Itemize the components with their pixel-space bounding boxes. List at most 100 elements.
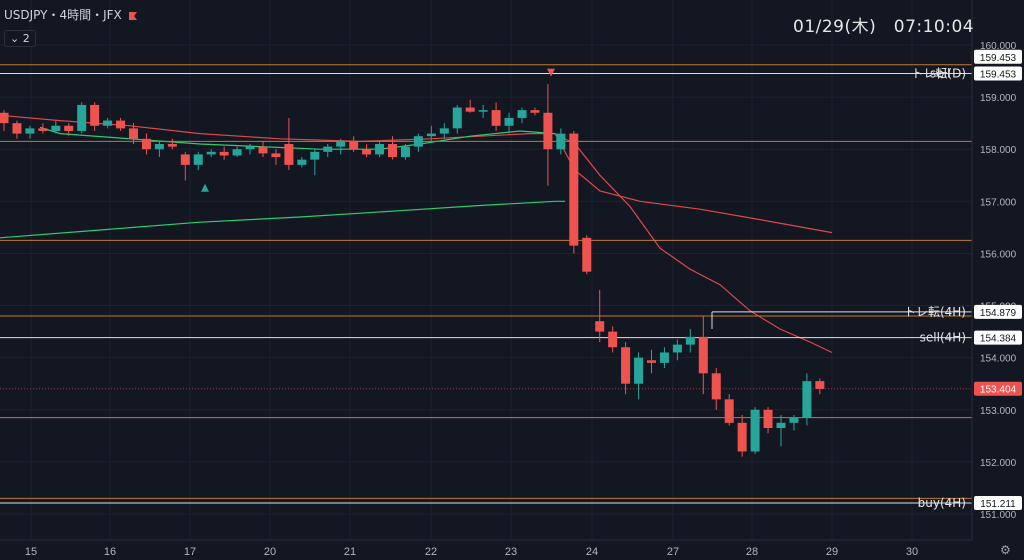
symbol-title[interactable]: USDJPY・4時間・JFX bbox=[4, 8, 122, 22]
time-tick-label: 17 bbox=[184, 546, 196, 558]
price-badge bbox=[974, 66, 1022, 81]
candle-body bbox=[504, 117, 514, 126]
candle-body bbox=[724, 399, 734, 423]
price-badge-text: 154.879 bbox=[980, 308, 1017, 319]
indicator-collapse-button[interactable]: ⌄ 2 bbox=[4, 30, 36, 47]
candle-body bbox=[193, 154, 203, 165]
price-badge-text: 153.404 bbox=[980, 385, 1017, 396]
candle-body bbox=[439, 128, 449, 134]
price-badge-text: 159.453 bbox=[980, 70, 1017, 81]
time-axis bbox=[0, 540, 1024, 560]
sell-signal-icon bbox=[547, 68, 555, 77]
candle-body bbox=[258, 146, 268, 154]
candle-body bbox=[310, 151, 320, 160]
candle-body bbox=[478, 110, 488, 112]
candle-body bbox=[336, 141, 346, 147]
ma-fast-line bbox=[39, 126, 556, 150]
candle-body bbox=[284, 144, 294, 165]
time-tick-label: 30 bbox=[906, 546, 918, 558]
candle-body bbox=[815, 381, 825, 389]
candle-body bbox=[543, 112, 553, 150]
candle-body bbox=[77, 104, 87, 131]
clock-display: 01/29(木) 07:10:04 bbox=[793, 17, 975, 37]
candle-body bbox=[802, 381, 812, 418]
settings-gear-icon[interactable]: ⚙ bbox=[1000, 543, 1011, 557]
ma-slow-line bbox=[0, 114, 833, 234]
candle-body bbox=[219, 151, 229, 156]
candle-body bbox=[647, 360, 656, 363]
price-badge bbox=[974, 49, 1022, 64]
indicator-count: 2 bbox=[22, 32, 30, 45]
chart-header: USDJPY・4時間・JFX bbox=[4, 6, 138, 23]
candle-body bbox=[400, 146, 410, 158]
time-tick-label: 15 bbox=[25, 546, 37, 558]
level-label: sell(4H) bbox=[920, 331, 966, 345]
price-tick-label: 160.000 bbox=[980, 41, 1017, 52]
price-badge bbox=[974, 304, 1022, 319]
candle-body bbox=[388, 144, 397, 158]
candle-body bbox=[608, 331, 618, 348]
candle-body bbox=[763, 409, 773, 429]
candle-body bbox=[491, 110, 501, 126]
level-label-extra: sell bbox=[930, 67, 950, 81]
candle-body bbox=[556, 133, 566, 150]
level-label: トレ転(D) bbox=[911, 67, 966, 81]
price-badge bbox=[974, 330, 1022, 345]
candle-body bbox=[530, 110, 540, 113]
candle-body bbox=[685, 336, 695, 345]
candle-body bbox=[38, 128, 48, 131]
candle-body bbox=[737, 422, 747, 452]
candle-body bbox=[297, 159, 307, 165]
candle-body bbox=[375, 144, 385, 155]
candle-body bbox=[698, 336, 708, 374]
level-label: トレ転(4H) bbox=[904, 305, 966, 319]
price-tick-label: 152.000 bbox=[980, 458, 1017, 469]
price-tick-label: 157.000 bbox=[980, 197, 1017, 208]
candle-body bbox=[12, 123, 22, 134]
chevron-down-icon: ⌄ bbox=[10, 32, 20, 45]
candle-body bbox=[569, 133, 579, 246]
candle-body bbox=[103, 120, 113, 126]
candle-body bbox=[51, 125, 61, 131]
price-badge-text: 154.384 bbox=[980, 334, 1017, 345]
time-tick-label: 23 bbox=[505, 546, 517, 558]
candle-body bbox=[245, 146, 255, 150]
price-tick-label: 154.000 bbox=[980, 354, 1017, 365]
price-tick-label: 158.000 bbox=[980, 145, 1017, 156]
time-tick-label: 20 bbox=[264, 546, 276, 558]
time-tick-label: 16 bbox=[104, 546, 116, 558]
time-tick-label: 22 bbox=[425, 546, 437, 558]
time-tick-label: 27 bbox=[667, 546, 679, 558]
candle-body bbox=[323, 146, 333, 152]
price-badge-text: 159.453 bbox=[980, 53, 1017, 64]
candle-body bbox=[349, 141, 359, 150]
time-tick-label: 28 bbox=[746, 546, 758, 558]
price-badge bbox=[974, 381, 1022, 396]
price-tick-label: 153.000 bbox=[980, 406, 1017, 417]
candle-body bbox=[659, 352, 669, 363]
candle-body bbox=[776, 422, 786, 429]
level-label: buy(4H) bbox=[918, 496, 966, 510]
candle-body bbox=[789, 417, 799, 423]
candle-body bbox=[180, 154, 190, 165]
candle-body bbox=[750, 409, 760, 452]
candle-body bbox=[154, 144, 164, 150]
candle-body bbox=[672, 344, 682, 353]
flag-icon[interactable] bbox=[128, 10, 138, 20]
price-badge bbox=[974, 496, 1022, 511]
candle-body bbox=[232, 149, 242, 156]
price-axis bbox=[972, 0, 1024, 560]
candle-body bbox=[621, 347, 631, 384]
candle-body bbox=[517, 110, 527, 118]
price-badge-text: 151.211 bbox=[980, 499, 1016, 510]
ma-long-line bbox=[0, 200, 565, 239]
price-tick-label: 151.000 bbox=[980, 510, 1017, 521]
candle-body bbox=[0, 112, 9, 124]
price-tick-label: 159.000 bbox=[980, 93, 1017, 104]
price-tick-label: 156.000 bbox=[980, 249, 1017, 260]
candle-body bbox=[271, 153, 281, 158]
time-tick-label: 21 bbox=[344, 546, 356, 558]
candle-body bbox=[141, 138, 151, 150]
candle-body bbox=[64, 125, 74, 131]
